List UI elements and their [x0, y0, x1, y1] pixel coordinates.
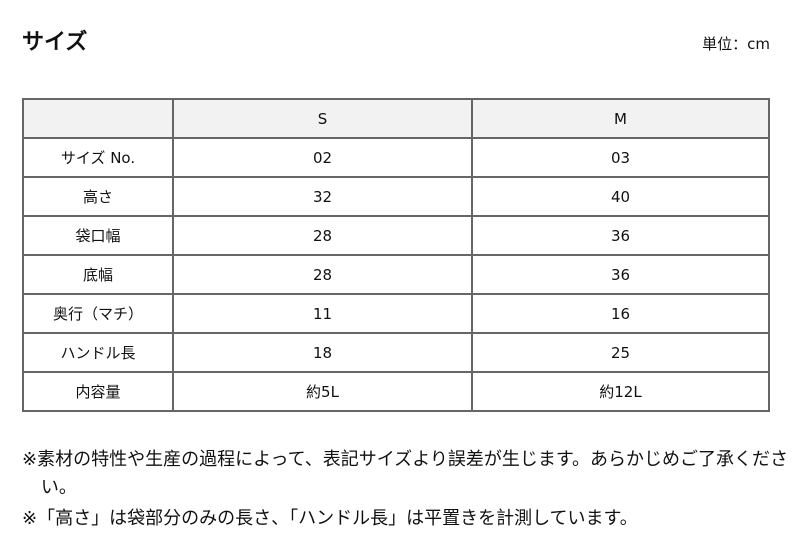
- row-label: 袋口幅: [22, 215, 174, 256]
- header-cell-m: M: [471, 98, 770, 139]
- table-cell: 28: [172, 215, 473, 256]
- table-cell: 03: [471, 137, 770, 178]
- row-label: 奥行（マチ）: [22, 293, 174, 334]
- table-cell: 36: [471, 215, 770, 256]
- table-cell: 25: [471, 332, 770, 373]
- table-cell: 32: [172, 176, 473, 217]
- row-label: 底幅: [22, 254, 174, 295]
- table-cell: 36: [471, 254, 770, 295]
- table-cell: 02: [172, 137, 473, 178]
- row-label: サイズ No.: [22, 137, 174, 178]
- table-cell: 約12L: [471, 371, 770, 412]
- row-label: 高さ: [22, 176, 174, 217]
- table-cell: 16: [471, 293, 770, 334]
- table-cell: 約5L: [172, 371, 473, 412]
- header-row: S M: [22, 98, 770, 139]
- row-label: 内容量: [22, 371, 174, 412]
- size-table: S M サイズ No. 02 03 高さ 32 40 袋口幅 28 36 底幅 28 36 奥行（マチ）…: [22, 98, 770, 412]
- notes: ※素材の特性や生産の過程によって、表記サイズより誤差が生じます。あらかじめご了承…: [22, 446, 794, 536]
- unit-label: 単位：cm: [702, 35, 770, 53]
- note: ※「高さ」は袋部分のみの長さ、「ハンドル長」は平置きを計測しています。: [22, 508, 638, 529]
- table-cell: 40: [471, 176, 770, 217]
- table-cell: 18: [172, 332, 473, 373]
- page-title: サイズ: [22, 30, 88, 55]
- table-row: サイズ No. 02 03: [22, 137, 770, 178]
- table-cell: 28: [172, 254, 473, 295]
- table-row: 袋口幅 28 36: [22, 215, 770, 256]
- table-row: 内容量 約5L 約12L: [22, 371, 770, 412]
- header-cell-empty: [22, 98, 174, 139]
- table-row: ハンドル長 18 25: [22, 332, 770, 373]
- table-row: 底幅 28 36: [22, 254, 770, 295]
- note: ※素材の特性や生産の過程によって、表記サイズより誤差が生じます。あらかじめご了承…: [22, 449, 789, 498]
- table-cell: 11: [172, 293, 473, 334]
- table-row: 高さ 32 40: [22, 176, 770, 217]
- row-label: ハンドル長: [22, 332, 174, 373]
- header-cell-s: S: [172, 98, 473, 139]
- table-row: 奥行（マチ） 11 16: [22, 293, 770, 334]
